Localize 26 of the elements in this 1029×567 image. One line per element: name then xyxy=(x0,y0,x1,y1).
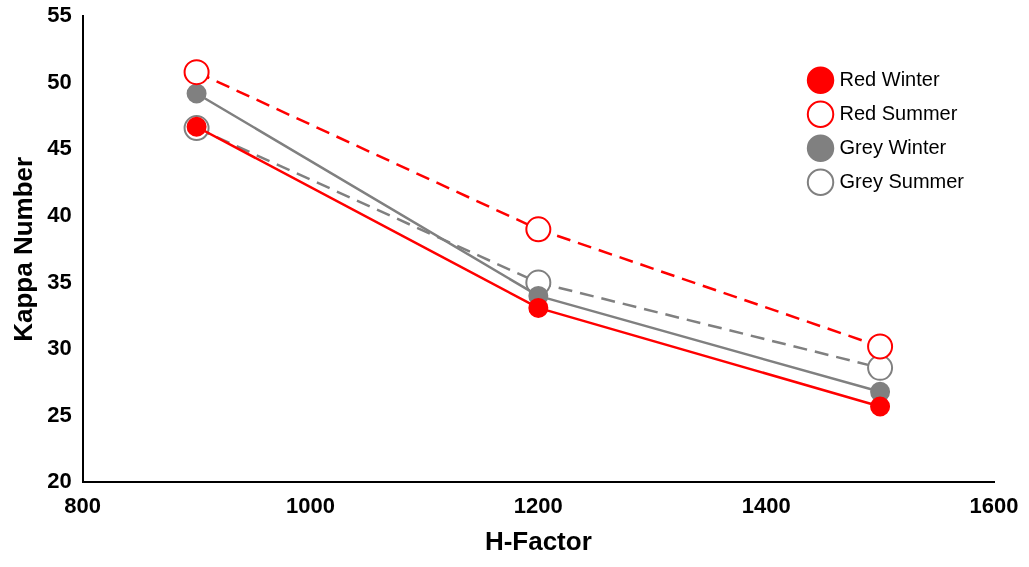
x-tick-label: 1200 xyxy=(513,492,563,518)
y-tick-label: 20 xyxy=(47,468,72,494)
y-tick-label: 35 xyxy=(47,268,72,294)
x-tick-label: 800 xyxy=(64,492,102,518)
point xyxy=(867,333,894,360)
point xyxy=(525,216,552,243)
legend-label: Grey Winter xyxy=(839,135,947,158)
point xyxy=(183,59,210,86)
legend-label: Grey Summer xyxy=(839,169,965,192)
y-tick-label: 40 xyxy=(47,202,72,228)
point xyxy=(867,354,894,381)
point xyxy=(186,83,207,104)
y-tick-label: 45 xyxy=(47,135,72,161)
legend-label: Red Summer xyxy=(839,101,958,124)
y-axis-title: Kappa Number xyxy=(7,156,38,342)
y-tick-label: 50 xyxy=(47,68,72,94)
x-tick-label: 1600 xyxy=(969,492,1019,518)
y-tick-label: 30 xyxy=(47,335,72,361)
x-tick-label: 1400 xyxy=(741,492,791,518)
x-axis-title: H-Factor xyxy=(484,525,592,556)
point xyxy=(528,297,549,318)
x-tick-label: 1000 xyxy=(286,492,335,518)
y-tick-label: 25 xyxy=(47,401,72,427)
y-tick-label: 55 xyxy=(47,2,72,28)
legend-label: Red Winter xyxy=(839,67,940,90)
point xyxy=(870,396,891,417)
